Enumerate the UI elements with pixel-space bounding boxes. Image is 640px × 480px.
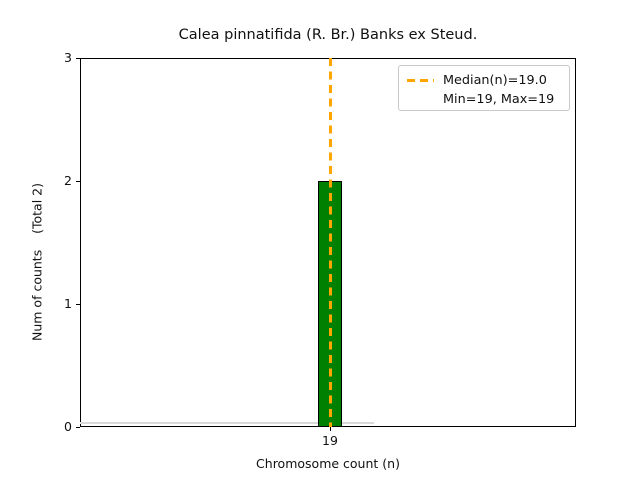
y-tick-mark <box>76 57 80 59</box>
y-axis-label: Num of counts (Total 2) <box>29 183 45 341</box>
y-tick-label: 0 <box>64 419 72 434</box>
empty-bins-baseline <box>80 422 374 424</box>
legend-median-label: Median(n)=19.0 <box>443 73 547 88</box>
y-tick-mark <box>76 426 80 428</box>
legend: Median(n)=19.0 Min=19, Max=19 <box>398 65 570 111</box>
legend-marker-spacer <box>407 98 434 101</box>
legend-minmax-label: Min=19, Max=19 <box>443 92 555 107</box>
orange-dashed-line-icon <box>407 79 434 82</box>
y-tick-label: 1 <box>64 296 72 311</box>
x-axis-label: Chromosome count (n) <box>256 456 400 471</box>
y-tick-label: 3 <box>64 50 72 65</box>
legend-entry-minmax: Min=19, Max=19 <box>407 90 561 109</box>
x-tick-mark <box>329 427 331 431</box>
y-tick-label: 2 <box>64 173 72 188</box>
chart-title: Calea pinnatifida (R. Br.) Banks ex Steu… <box>178 27 478 43</box>
legend-entry-median: Median(n)=19.0 <box>407 71 561 90</box>
y-tick-mark <box>76 180 80 182</box>
y-tick-mark <box>76 303 80 305</box>
x-tick-label: 19 <box>322 433 338 448</box>
median-dashed-line <box>329 58 332 427</box>
